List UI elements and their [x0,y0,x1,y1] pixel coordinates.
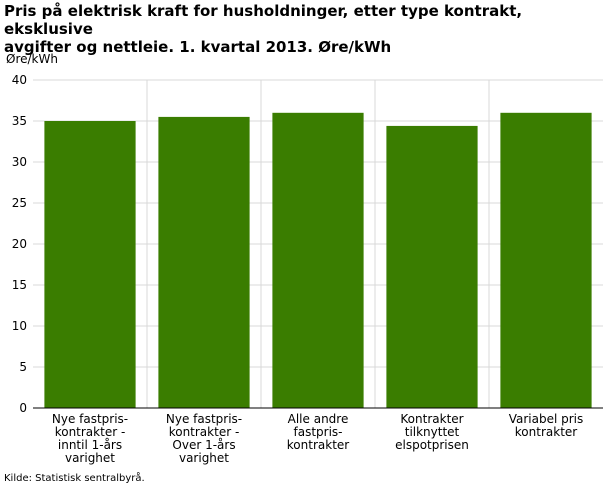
y-tick-label: 5 [19,360,27,374]
bar [386,125,478,409]
x-tick-label: Alle andre fastpris-kontrakter [287,412,349,452]
y-tick-label: 30 [12,155,27,169]
y-tick-label: 10 [12,319,27,333]
chart-title: Pris på elektrisk kraft for husholdninge… [4,2,604,56]
y-axis-unit-label: Øre/kWh [6,52,58,66]
x-tick-label: Variabel pris kontrakter [509,412,584,439]
x-tick-label: Kontrakter tilknyttet elspotprisen [395,412,469,452]
x-tick-label: Nye fastpris-kontrakter -Over 1-års varig… [166,412,242,465]
y-tick-label: 40 [12,73,27,87]
x-tick-label: Nye fastpris-kontrakter -inntil 1-års var… [52,412,128,465]
y-tick-label: 20 [12,237,27,251]
y-tick-label: 0 [19,401,27,415]
bar [158,116,250,409]
source-note: Kilde: Statistisk sentralbyrå. [4,473,145,484]
y-tick-label: 25 [12,196,27,210]
bar [44,121,136,408]
chart-title-line-2: avgifter og nettleie. 1. kvartal 2013. Ø… [4,38,392,56]
chart-title-line-1: Pris på elektrisk kraft for husholdninge… [4,2,523,38]
bar [272,112,364,409]
y-tick-label: 15 [12,278,27,292]
bar [500,112,592,409]
y-tick-label: 35 [12,114,27,128]
